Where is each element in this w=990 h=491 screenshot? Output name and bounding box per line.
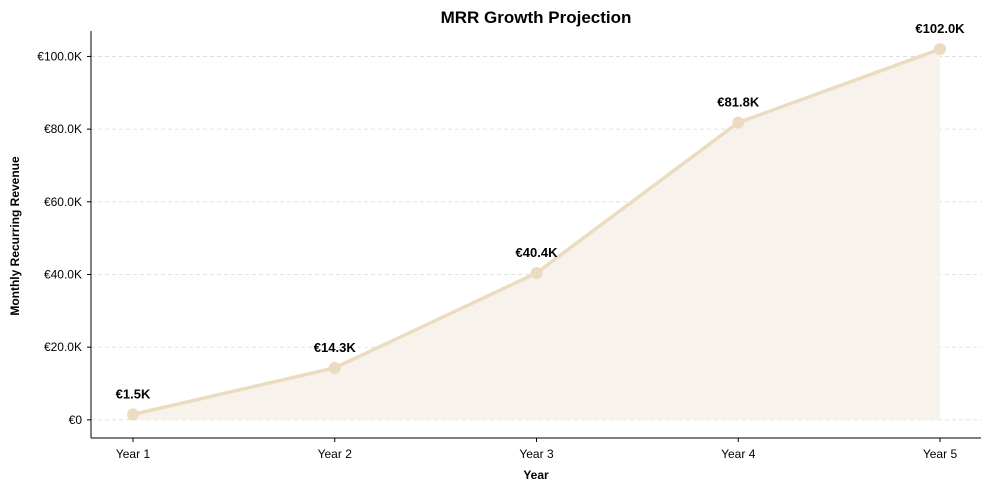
- x-ticks: Year 1 Year 2 Year 3 Year 4 Year 5: [116, 438, 958, 461]
- x-axis-label: Year: [523, 468, 549, 482]
- y-tick-label: €40.0K: [44, 267, 82, 281]
- y-ticks: €0 €20.0K €40.0K €60.0K €80.0K €100.0K: [37, 49, 91, 427]
- y-tick-label: €60.0K: [44, 195, 82, 209]
- chart-title: MRR Growth Projection: [441, 8, 632, 27]
- data-label: €14.3K: [314, 340, 357, 355]
- x-tick-label: Year 2: [318, 447, 353, 461]
- data-point: [934, 43, 946, 56]
- x-tick-label: Year 1: [116, 447, 151, 461]
- y-tick-label: €0: [69, 413, 83, 427]
- y-tick-label: €20.0K: [44, 340, 82, 354]
- y-tick-label: €80.0K: [44, 122, 82, 136]
- data-label: €40.4K: [516, 245, 559, 260]
- data-label: €102.0K: [915, 21, 965, 36]
- y-axis-label: Monthly Recurring Revenue: [8, 156, 22, 316]
- y-tick-label: €100.0K: [37, 49, 82, 63]
- x-tick-label: Year 3: [519, 447, 554, 461]
- x-tick-label: Year 4: [721, 447, 756, 461]
- data-label: €1.5K: [116, 386, 151, 401]
- data-point: [530, 267, 543, 280]
- data-label: €81.8K: [717, 95, 760, 110]
- x-tick-label: Year 5: [923, 447, 958, 461]
- area-layer: [133, 49, 940, 420]
- series-layer: [127, 43, 946, 421]
- data-labels: €1.5K €14.3K €40.4K €81.8K €102.0K: [116, 21, 966, 401]
- data-point: [732, 116, 745, 129]
- data-point: [328, 361, 341, 374]
- data-point: [127, 408, 139, 421]
- area-fill: [133, 49, 940, 420]
